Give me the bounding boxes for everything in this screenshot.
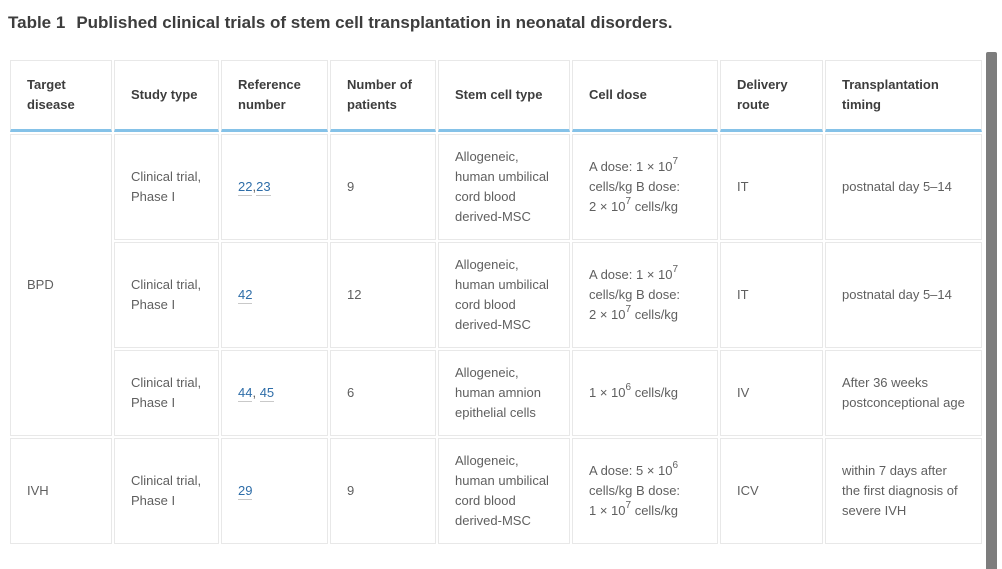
table-row: Clinical trial, Phase I 44, 45 6 Allogeneic… (10, 350, 982, 436)
reference-link[interactable]: 23 (256, 179, 271, 196)
table-caption-text: Published clinical trials of stem cell t… (76, 13, 673, 32)
clinical-trials-table: Target disease Study type Reference number… (8, 58, 984, 546)
delivery-route-cell: IT (720, 134, 823, 240)
patients-cell: 6 (330, 350, 436, 436)
disease-cell: BPD (10, 134, 112, 436)
study-type-cell: Clinical trial, Phase I (114, 134, 219, 240)
timing-cell: within 7 days after the first diagnosis … (825, 438, 982, 544)
delivery-route-cell: IT (720, 242, 823, 348)
header-cell-reference-number: Reference number (221, 60, 328, 132)
delivery-route-cell: IV (720, 350, 823, 436)
table-row: BPD Clinical trial, Phase I 22,23 9 Allogene… (10, 134, 982, 436)
delivery-route-cell: ICV (720, 438, 823, 544)
cell-dose-cell: 1 × 106 cells/kg (572, 350, 718, 436)
stem-cell-type-cell: Allogeneic, human umbilical cord blood d… (438, 134, 570, 240)
timing-cell: postnatal day 5–14 (825, 134, 982, 240)
table-caption: Table 1 Published clinical trials of stem… (8, 12, 1002, 34)
patients-cell: 12 (330, 242, 436, 348)
header-cell-delivery-route: Delivery route (720, 60, 823, 132)
cell-dose-cell: A dose: 1 × 107 cells/kg B dose: 2 × 107 c… (572, 242, 718, 348)
table-row: Clinical trial, Phase I 42 12 Allogeneic, h… (10, 242, 982, 348)
header-cell-study-type: Study type (114, 60, 219, 132)
timing-cell: After 36 weeks postconceptional age (825, 350, 982, 436)
study-type-cell: Clinical trial, Phase I (114, 438, 219, 544)
reference-link[interactable]: 45 (259, 385, 275, 402)
patients-cell: 9 (330, 134, 436, 240)
reference-link[interactable]: 22 (238, 179, 253, 196)
table-caption-label: Table 1 (8, 13, 66, 32)
header-cell-transplantation-timing: Transplantation timing (825, 60, 982, 132)
vertical-scrollbar-thumb[interactable] (986, 52, 997, 569)
table-row: IVH Clinical trial, Phase I 29 9 Allogeneic,… (10, 438, 982, 544)
reference-link[interactable]: 29 (238, 483, 253, 500)
reference-cell: 42 (221, 242, 328, 348)
reference-link[interactable]: 44 (238, 385, 253, 402)
stem-cell-type-cell: Allogeneic, human umbilical cord blood d… (438, 242, 570, 348)
timing-cell: postnatal day 5–14 (825, 242, 982, 348)
patients-cell: 9 (330, 438, 436, 544)
header-cell-stem-cell-type: Stem cell type (438, 60, 570, 132)
study-type-cell: Clinical trial, Phase I (114, 350, 219, 436)
cell-dose-cell: A dose: 5 × 106 cells/kg B dose: 1 × 107 c… (572, 438, 718, 544)
header-cell-number-of-patients: Number of patients (330, 60, 436, 132)
table-scroll-container: Target disease Study type Reference number… (0, 48, 998, 569)
stem-cell-type-cell: Allogeneic, human umbilical cord blood d… (438, 438, 570, 544)
table-header-row: Target disease Study type Reference number… (10, 60, 982, 132)
vertical-scrollbar[interactable] (986, 50, 997, 569)
header-cell-cell-dose: Cell dose (572, 60, 718, 132)
stem-cell-type-cell: Allogeneic, human amnion epithelial cell… (438, 350, 570, 436)
reference-link[interactable]: 42 (238, 287, 253, 304)
reference-cell: 22,23 (221, 134, 328, 240)
study-type-cell: Clinical trial, Phase I (114, 242, 219, 348)
disease-cell: IVH (10, 438, 112, 544)
reference-cell: 44, 45 (221, 350, 328, 436)
reference-cell: 29 (221, 438, 328, 544)
header-cell-target-disease: Target disease (10, 60, 112, 132)
cell-dose-cell: A dose: 1 × 107 cells/kg B dose: 2 × 107 c… (572, 134, 718, 240)
